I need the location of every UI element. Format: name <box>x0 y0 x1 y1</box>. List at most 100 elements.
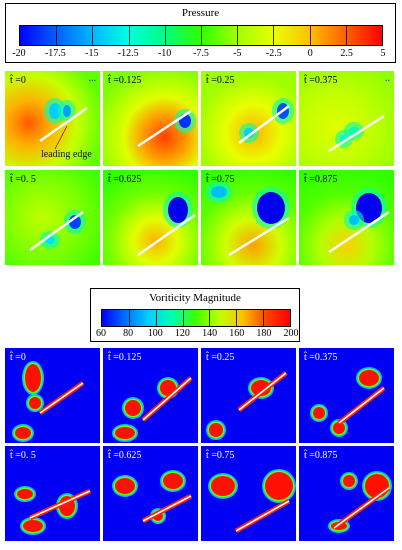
pressure-panel-label: t̂ =0.125 <box>108 75 142 86</box>
plate <box>238 105 290 144</box>
plate <box>137 109 192 148</box>
pressure-tick-label: -12.5 <box>117 48 139 59</box>
low-pressure-core <box>244 128 254 138</box>
pressure-panel: t̂ =0.75 <box>201 170 296 265</box>
vorticity-blob-core <box>25 364 41 392</box>
low-pressure-core <box>349 215 359 225</box>
vorticity-blob-core <box>211 476 235 496</box>
pressure-colorbar-tick <box>201 26 202 45</box>
vorticity-panel: t̂ =0.375 <box>299 348 394 443</box>
vorticity-panel: t̂ =0.125 <box>103 348 198 443</box>
pressure-tick-label: -20 <box>12 48 26 59</box>
pressure-tick-label: -17.5 <box>44 48 66 59</box>
pressure-tick-label: -2.5 <box>265 48 282 59</box>
vorticity-panel-label: t̂ =0. 5 <box>10 450 36 461</box>
vorticity-blob-core <box>125 400 141 416</box>
pressure-colorbar-tick <box>92 26 94 45</box>
low-pressure-core <box>257 192 285 224</box>
vorticity-blob-core <box>115 427 135 439</box>
pressure-tick-label: -5 <box>233 48 242 59</box>
pressure-panel-label: t̂ =0.625 <box>108 174 142 185</box>
low-pressure-core <box>211 186 227 198</box>
pressure-panel: t̂ =0.875 <box>299 170 394 265</box>
plate <box>328 211 390 253</box>
pressure-colorbar-tick <box>273 26 275 45</box>
pressure-tick-label: -15 <box>85 48 99 59</box>
vorticity-tick-label: 140 <box>202 328 218 339</box>
pressure-panel: t̂ =0.625 <box>103 170 198 265</box>
vorticity-colorbar-title: Voriticity Magnitude <box>149 292 241 304</box>
low-pressure-core <box>63 105 71 117</box>
plate <box>29 490 91 519</box>
low-pressure-core <box>168 197 188 223</box>
vorticity-panel: t̂ =0.625 <box>103 446 198 541</box>
vorticity-colorbar-tick <box>155 310 157 326</box>
vorticity-blob-core <box>343 475 355 487</box>
plate <box>333 487 390 529</box>
pressure-tick-label: -10 <box>157 48 172 59</box>
plate <box>338 387 385 424</box>
plate <box>39 107 88 142</box>
vorticity-panel: t̂ =0 <box>5 348 100 443</box>
pressure-panel-label: t̂ =0.875 <box>304 174 338 185</box>
vorticity-blob-core <box>333 422 345 434</box>
panel-marker-text: ... <box>88 73 97 84</box>
pressure-panel-label: t̂ =0. 5 <box>10 174 36 185</box>
vorticity-colorbar-tick <box>263 310 265 326</box>
vorticity-panel-label: t̂ =0.625 <box>108 450 142 461</box>
plate <box>142 495 192 522</box>
vorticity-panel: t̂ =0.75 <box>201 446 296 541</box>
pressure-panel: t̂ =0.125 <box>103 71 198 166</box>
pressure-colorbar-tick <box>56 26 58 45</box>
plate <box>29 211 84 251</box>
pressure-panel-label: t̂ =0 <box>10 75 26 86</box>
plate <box>39 382 84 414</box>
plate <box>238 372 287 411</box>
pressure-tick-label: -7.5 <box>193 48 209 59</box>
plate <box>137 214 196 256</box>
vorticity-colorbar-tick <box>182 310 184 326</box>
vorticity-blob-core <box>265 472 293 500</box>
vorticity-blob-core <box>209 423 223 437</box>
leading-edge-annotation: leading edge <box>41 149 92 160</box>
pressure-colorbar-tick <box>128 26 130 45</box>
pressure-panel: t̂ =0.25 <box>201 71 296 166</box>
pressure-colorbar-tick <box>345 26 347 45</box>
vorticity-tick-labels: 60 80 100 120 140 160 180 200 <box>96 328 299 340</box>
pressure-colorbar-tick <box>237 26 239 45</box>
panel-marker-text: .. <box>385 73 390 84</box>
vorticity-blob-core <box>29 397 41 409</box>
vorticity-panel-label: t̂ =0.375 <box>304 352 338 363</box>
vorticity-panel: t̂ =0.25 <box>201 348 296 443</box>
vorticity-blob-core <box>163 473 183 489</box>
vorticity-panel-label: t̂ =0.875 <box>304 450 338 461</box>
vorticity-panel-label: t̂ =0 <box>10 352 26 363</box>
vorticity-tick-label: 120 <box>174 328 190 339</box>
pressure-tick-labels: -20 -17.5 -15 -12.5 -10 -7.5 -5 -2.5 0 2.5 5 <box>12 48 385 60</box>
vorticity-tick-label: 80 <box>123 328 134 339</box>
plate <box>228 216 290 257</box>
vorticity-blob-core <box>313 407 325 419</box>
vorticity-blob-core <box>23 520 43 532</box>
vorticity-blob-core <box>359 370 379 386</box>
pressure-colorbar-title: Pressure <box>181 7 220 19</box>
vorticity-tick-label: 200 <box>283 328 299 339</box>
pressure-tick-label: 0 <box>307 48 313 59</box>
pressure-panel-label: t̂ =0.375 <box>304 75 338 86</box>
vorticity-panel: t̂ =0.875 <box>299 446 394 541</box>
vorticity-tick-label: 180 <box>256 328 272 339</box>
pressure-colorbar <box>19 25 383 46</box>
vorticity-colorbar-tick <box>209 310 211 326</box>
plate <box>235 500 290 532</box>
vorticity-panel-label: t̂ =0.75 <box>206 450 235 461</box>
leading-edge-arrow <box>54 125 68 150</box>
pressure-colorbar-tick <box>309 26 311 45</box>
low-pressure-core <box>49 103 61 119</box>
pressure-panel: t̂ =0... leading edge <box>5 71 100 166</box>
vorticity-colorbar-box: Voriticity Magnitude 60 80 100 120 140 160 180… <box>90 288 300 342</box>
plate <box>142 377 192 421</box>
vorticity-colorbar <box>101 309 291 327</box>
pressure-panel: t̂ =0.375.. <box>299 71 394 166</box>
vorticity-colorbar-tick <box>128 310 130 326</box>
vorticity-tick-label: 60 <box>96 328 106 339</box>
